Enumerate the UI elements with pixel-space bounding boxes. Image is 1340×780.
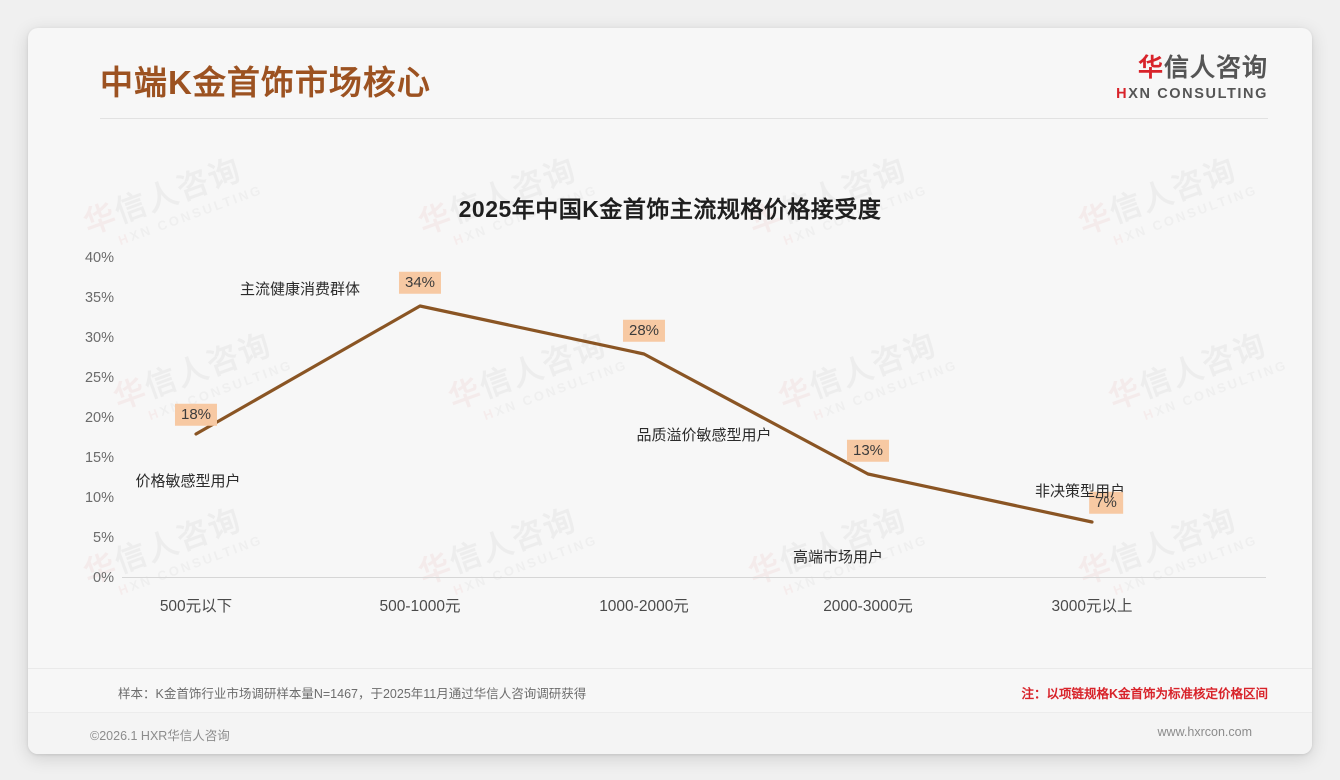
x-axis-tick-label: 500-1000元 [379,598,461,615]
series-annotation: 品质溢价敏感型用户 [636,427,772,444]
footer-divider [28,668,1312,669]
y-axis-tick-label: 35% [84,290,114,306]
y-axis-tick-label: 20% [84,410,114,426]
logo-english: HXN CONSULTING [1116,86,1268,102]
copyright-text: ©2026.1 HXR华信人咨询 [90,729,230,743]
axis-baseline [122,577,1266,578]
y-axis-labels: 40% 35% 30% 25% 20% 15% 10% 5% 0% [28,250,114,586]
logo-chinese: 华信人咨询 [1116,54,1268,83]
slide-page: 华信人咨询 HXN CONSULTING 华信人咨询 HXN CONSULTING 华信… [28,28,1312,754]
data-point-label: 7% [1089,491,1123,514]
footnote-row: 样本：K金首饰行业市场调研样本量N=1467，于2025年11月通过华信人咨询调… [118,683,1268,707]
data-point-label: 28% [622,319,666,342]
data-point-label: 18% [174,403,218,426]
y-axis-tick-label: 40% [84,250,114,266]
x-axis-tick-label: 500元以下 [159,598,233,615]
x-axis-tick-label: 2000-3000元 [823,598,913,615]
plot-area: 18% 34% 28% 13% 7% 价格敏感型用户 主流健康消费群体品质溢价敏感型用户高端… [122,258,1266,578]
chart-title: 2025年中国K金首饰主流规格价格接受度 [458,196,882,222]
line-chart: 40% 35% 30% 25% 20% 15% 10% 5% 0% 18% 34% 28% 13% 7%… [28,250,1312,658]
website-text: www.hxrcon.com [1157,725,1252,739]
header-divider [100,118,1268,119]
y-axis-tick-label: 25% [84,370,114,386]
logo-cn-rest: 信人咨询 [1163,54,1268,82]
y-axis-tick-label: 10% [84,490,114,506]
brand-logo: 华信人咨询 HXN CONSULTING [1116,54,1268,102]
series-annotation: 高端市场用户 [792,549,884,566]
y-axis-tick-label: 5% [93,530,114,546]
y-axis-tick-label: 0% [93,570,114,586]
data-line [194,304,1094,524]
y-axis-tick-label: 15% [84,450,114,466]
series-annotation: 价格敏感型用户 [135,473,241,490]
x-axis-tick-label: 1000-2000元 [599,598,689,615]
series-annotation: 非决策型用户 [1034,483,1126,500]
logo-en-rest: XN CONSULTING [1128,85,1268,102]
series-line [194,304,1094,524]
x-axis-labels: 500元以下 500-1000元 1000-2000元 2000-3000元 3000元… [122,594,1242,624]
x-axis-tick-label: 3000元以上 [1051,598,1133,615]
data-point-label: 34% [398,271,442,294]
series-annotation: 主流健康消费群体 [239,281,361,298]
data-point-label: 13% [846,439,890,462]
y-axis-tick-label: 30% [84,330,114,346]
slide-header: 中端K金首饰市场核心 华信人咨询 HXN CONSULTING [28,28,1312,124]
bottom-bar: ©2026.1 HXR华信人咨询 www.hxrcon.com [28,712,1312,754]
page-title: 中端K金首饰市场核心 [100,64,431,101]
logo-hua-char: 华 [1137,54,1164,82]
logo-h-char: H [1116,85,1129,102]
sample-note: 样本：K金首饰行业市场调研样本量N=1467，于2025年11月通过华信人咨询调… [118,687,587,701]
red-note: 注：以项链规格K金首饰为标准核定价格区间 [1021,687,1268,701]
